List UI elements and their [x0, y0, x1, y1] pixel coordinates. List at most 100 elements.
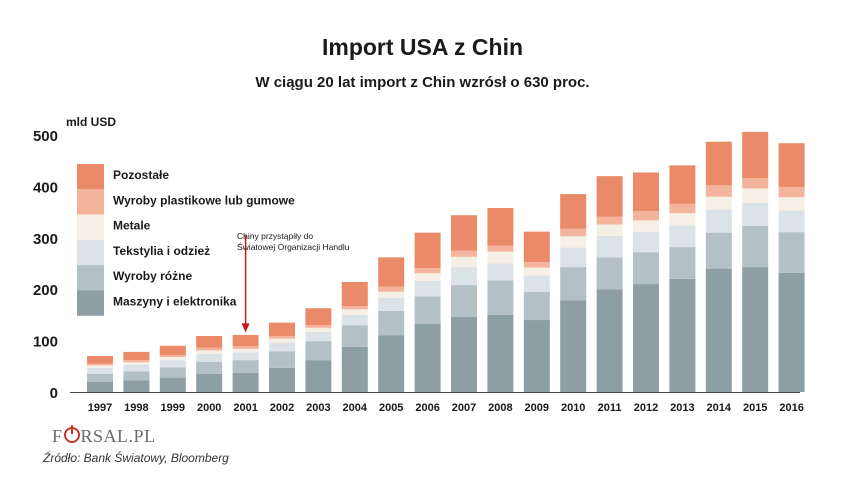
x-tick-label: 2013 [670, 402, 694, 414]
bar-segment [87, 363, 113, 366]
bar-segment [196, 374, 223, 392]
bar-segment [305, 331, 332, 342]
bar-segment [523, 275, 550, 292]
bar-segment [596, 289, 623, 392]
bar-segment [596, 216, 623, 225]
bar-segment [487, 314, 514, 392]
bar-segment [633, 220, 659, 232]
bar-segment [451, 285, 477, 317]
bar-segment [305, 325, 332, 328]
bar-segment [232, 348, 259, 353]
bar-segment [269, 322, 295, 336]
bar-segment [159, 360, 186, 368]
x-tick-label: 1997 [88, 402, 112, 414]
bar-segment [196, 350, 223, 354]
bar-segment [159, 377, 186, 392]
bar-segment [341, 346, 368, 392]
bar-segment [123, 371, 150, 381]
bar-segment [669, 213, 696, 226]
x-tick-label: 2015 [743, 402, 767, 414]
bar-segment [560, 267, 587, 301]
bar-segment [159, 367, 186, 378]
bar-segment [159, 354, 186, 358]
bar-segment [633, 211, 659, 221]
bar-segment [196, 361, 223, 375]
x-tick-label: 2014 [707, 402, 732, 414]
bar-segment [341, 325, 368, 347]
bar-segment [560, 300, 587, 392]
bar-segment [778, 143, 805, 187]
chart-title: Import USA z Chin [321, 34, 524, 60]
x-tick-label: 2012 [634, 402, 658, 414]
bar-segment [378, 291, 405, 298]
legend-swatch [77, 265, 104, 291]
bar-segment [232, 372, 259, 392]
bar-segment [378, 297, 405, 311]
legend-label: Wyroby różne [113, 269, 192, 283]
bar-segment [123, 351, 150, 361]
bar-segment [123, 380, 150, 392]
x-tick-label: 2006 [415, 402, 439, 414]
bar-segment [523, 231, 550, 262]
bar-segment [778, 232, 805, 273]
bar-segment [487, 251, 514, 264]
bar-segment [705, 209, 732, 233]
bar-segment [669, 203, 696, 214]
legend-label: Tekstylia i odzież [113, 244, 210, 258]
bar-segment [705, 196, 732, 210]
bar-segment [705, 185, 732, 197]
legend-label: Maszyny i elektronika [113, 295, 237, 309]
annotation-text: Chiny przystąpiły do [237, 231, 313, 241]
bar-segment [633, 231, 659, 253]
bar-segment [378, 335, 405, 392]
x-tick-label: 2007 [452, 402, 476, 414]
annotation-arrowhead [241, 323, 250, 333]
logo-o-icon [63, 425, 80, 443]
forsal-logo: F RSAL.PL [52, 425, 156, 446]
bar-segment [487, 263, 514, 281]
legend-label: Wyroby plastikowe lub gumowe [113, 193, 295, 207]
bar-segment [269, 351, 295, 368]
legend-label: Metale [113, 219, 151, 233]
bar-segment [159, 345, 186, 355]
bar-segment [123, 360, 150, 363]
bar-segment [305, 327, 332, 332]
bar-segment [778, 210, 805, 233]
bar-segment [596, 224, 623, 236]
bar-segment [341, 306, 368, 310]
bar-segment [269, 335, 295, 339]
bar-segment [269, 342, 295, 352]
bar-segment [705, 268, 732, 392]
bar-segment [451, 267, 477, 286]
bar-segment [87, 367, 113, 375]
legend-label: Pozostałe [113, 168, 169, 182]
y-tick-label: 200 [33, 282, 58, 299]
bar-segment [523, 320, 550, 392]
y-tick-label: 100 [33, 334, 58, 351]
bar-segment [487, 207, 514, 246]
bar-segment [560, 194, 587, 229]
bar-segment [414, 296, 441, 324]
legend-swatch [77, 214, 104, 240]
bar-segment [305, 360, 332, 392]
bar-segment [269, 367, 295, 392]
bar-segment [742, 225, 769, 268]
bar-segment [341, 309, 368, 315]
bar-segment [523, 291, 550, 321]
bar-segment [196, 353, 223, 362]
bar-segment [487, 245, 514, 252]
x-tick-label: 1998 [124, 402, 148, 414]
x-tick-label: 2011 [598, 402, 622, 414]
bar-segment [341, 314, 368, 326]
bar-segment [669, 165, 696, 204]
bar-segment [451, 256, 477, 268]
bar-segment [705, 141, 732, 186]
source-note: Źródło: Bank Światowy, Bloomberg [43, 451, 229, 465]
bar-segment [633, 172, 659, 212]
bar-segment [669, 225, 696, 248]
annotation-text: Światowej Organizacji Handlu [237, 241, 350, 252]
bar-segment [778, 186, 805, 198]
bar-segment [669, 278, 696, 392]
bar-segment [778, 272, 805, 392]
bar-segment [742, 131, 769, 179]
